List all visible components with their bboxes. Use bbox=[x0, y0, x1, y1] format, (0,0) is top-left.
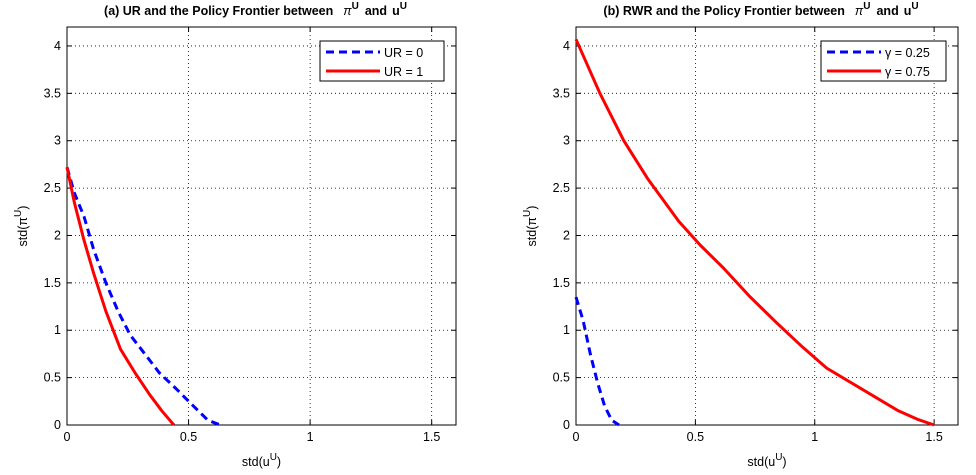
x-axis-label-close: ) bbox=[782, 455, 786, 469]
y-axis-label-sup: U bbox=[522, 210, 533, 217]
x-tick-label: 0 bbox=[573, 430, 580, 444]
x-axis-label-sup: U bbox=[775, 452, 782, 463]
y-tick-label: 1.5 bbox=[44, 276, 61, 290]
y-axis-label-close: ) bbox=[525, 206, 539, 210]
title-pi: π bbox=[855, 4, 864, 18]
y-tick-label: 0 bbox=[54, 418, 61, 432]
title-and: and bbox=[365, 4, 387, 18]
y-tick-label: 1 bbox=[54, 323, 61, 337]
y-tick-label: 0.5 bbox=[44, 371, 61, 385]
x-tick-label: 1 bbox=[307, 430, 314, 444]
y-tick-label: 3.5 bbox=[553, 86, 570, 100]
y-axis-label-close: ) bbox=[16, 206, 30, 210]
title-pi: π bbox=[343, 4, 352, 18]
y-axis-label-text: std(π bbox=[16, 217, 30, 247]
y-tick-label: 1 bbox=[563, 323, 570, 337]
title-sup: U bbox=[863, 1, 870, 12]
chart-title: (a) UR and the Policy Frontier between πU… bbox=[104, 1, 407, 18]
x-tick-label: 1 bbox=[811, 430, 818, 444]
legend-label-0: UR = 0 bbox=[384, 46, 423, 60]
legend-box bbox=[820, 40, 947, 82]
legend-box bbox=[319, 40, 445, 82]
y-axis-label-sup: U bbox=[13, 210, 24, 217]
legend-label-1: γ = 0.75 bbox=[885, 65, 930, 79]
series-line-1 bbox=[574, 38, 935, 427]
chart-title: (b) RWR and the Policy Frontier between π… bbox=[603, 1, 918, 18]
y-tick-label: 4 bbox=[563, 39, 570, 53]
y-tick-label: 3.5 bbox=[44, 86, 61, 100]
x-axis-label-text: std(u bbox=[242, 455, 270, 469]
x-axis-label-sup: U bbox=[270, 452, 277, 463]
title-u: u bbox=[392, 4, 400, 18]
y-axis-label: std(πU) bbox=[13, 206, 30, 247]
y-tick-label: 1.5 bbox=[553, 276, 570, 290]
title-and: and bbox=[876, 4, 898, 18]
plot-area bbox=[575, 26, 959, 426]
x-axis-label-close: ) bbox=[277, 455, 281, 469]
series-line-0 bbox=[65, 166, 221, 427]
y-tick-label: 0.5 bbox=[553, 371, 570, 385]
x-axis-label: std(uU) bbox=[747, 452, 786, 469]
x-tick-label: 0.5 bbox=[180, 430, 197, 444]
y-tick-label: 2.5 bbox=[44, 181, 61, 195]
title-u: u bbox=[904, 4, 912, 18]
x-tick-label: 0.5 bbox=[687, 430, 704, 444]
legend: γ = 0.25 γ = 0.75 bbox=[820, 40, 947, 82]
plot-area bbox=[66, 26, 457, 426]
y-tick-label: 2 bbox=[54, 228, 61, 242]
y-tick-label: 0 bbox=[563, 418, 570, 432]
y-tick-label: 3 bbox=[563, 134, 570, 148]
y-axis-label-text: std(π bbox=[525, 217, 539, 247]
x-tick-label: 1.5 bbox=[423, 430, 440, 444]
panel-a: 0 0.5 1 1.5 0 0.5 1 1.5 2 2.5 3 3.5 4 (a) UR and the … bbox=[13, 1, 457, 469]
title-sup: U bbox=[352, 1, 359, 12]
x-axis-label: std(uU) bbox=[242, 452, 281, 469]
legend-label-0: γ = 0.25 bbox=[885, 46, 930, 60]
y-tick-label: 2.5 bbox=[553, 181, 570, 195]
x-tick-label: 1.5 bbox=[925, 430, 942, 444]
series-line-1 bbox=[65, 166, 176, 426]
y-tick-label: 2 bbox=[563, 228, 570, 242]
title-sup: U bbox=[911, 1, 918, 12]
chart-title-text: (a) UR and the Policy Frontier between bbox=[104, 4, 333, 18]
title-sup: U bbox=[400, 1, 407, 12]
x-axis-label-text: std(u bbox=[747, 455, 775, 469]
x-tick-label: 0 bbox=[64, 430, 71, 444]
y-axis-label: std(πU) bbox=[522, 206, 539, 247]
y-tick-label: 3 bbox=[54, 134, 61, 148]
chart-title-text: (b) RWR and the Policy Frontier between bbox=[603, 4, 844, 18]
panel-b: 0 0.5 1 1.5 0 0.5 1 1.5 2 2.5 3 3.5 4 (b) RWR and the… bbox=[522, 1, 959, 469]
legend-label-1: UR = 1 bbox=[384, 65, 423, 79]
legend: UR = 0 UR = 1 bbox=[319, 40, 445, 82]
y-tick-label: 4 bbox=[54, 39, 61, 53]
